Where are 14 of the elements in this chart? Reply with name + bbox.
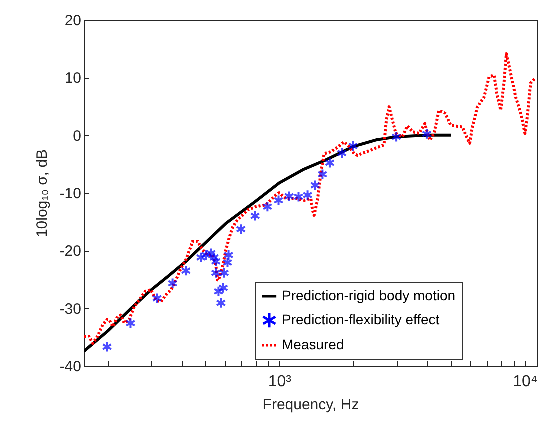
- x-axis-title: Frequency, Hz: [262, 396, 360, 414]
- y-tick-label: 10: [64, 70, 82, 88]
- legend-label: Prediction-rigid body motion: [282, 288, 456, 304]
- y-axis-title: 10log₁₀ σ, dB: [34, 149, 51, 238]
- y-tick-label: -10: [60, 186, 82, 202]
- y-tick-label: -40: [60, 358, 82, 376]
- legend-label: Prediction-flexibility effect: [282, 312, 440, 328]
- y-tick-label: -30: [60, 300, 82, 318]
- legend-label: Measured: [282, 336, 344, 352]
- y-tick-label: 0: [73, 128, 82, 145]
- x-tick-label: 10⁴: [513, 374, 538, 390]
- y-tick-label: -20: [60, 243, 82, 260]
- y-tick-label: 20: [64, 12, 82, 30]
- x-tick-label: 10³: [268, 374, 292, 390]
